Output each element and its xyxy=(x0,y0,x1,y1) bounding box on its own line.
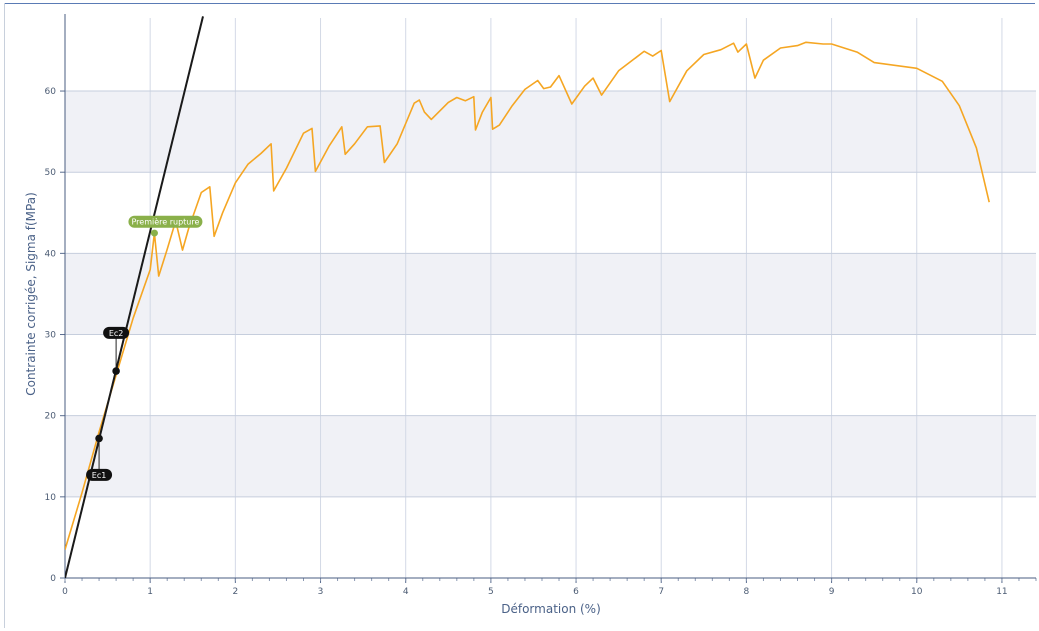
axes: 0 1 2 3 4 5 6 7 8 9 10 11 0 10 20 30 40 50 60 xyxy=(45,14,1037,597)
x-tick-label-0: 0 xyxy=(62,587,68,597)
y-tick-label-0: 0 xyxy=(50,574,56,584)
x-tick-label-7: 7 xyxy=(658,587,664,597)
marker-label-bg-1 xyxy=(103,326,130,339)
x-axis-title: Déformation (%) xyxy=(501,602,601,616)
x-tick-label-8: 8 xyxy=(744,587,750,597)
y-tick-label-30: 30 xyxy=(45,331,57,341)
marker-point-0 xyxy=(95,434,103,443)
marker-label-bg-0 xyxy=(86,468,113,481)
grid-band-1 xyxy=(65,253,1036,335)
left-border xyxy=(4,3,5,628)
x-tick-label-1: 1 xyxy=(147,587,153,597)
y-tick-label-60: 60 xyxy=(45,87,57,97)
grid-band-2 xyxy=(65,91,1036,173)
x-tick-label-10: 10 xyxy=(911,587,923,597)
top-border xyxy=(4,3,1035,4)
y-tick-label-40: 40 xyxy=(45,249,57,259)
grid-band-0 xyxy=(65,415,1036,497)
x-tick-label-5: 5 xyxy=(488,587,494,597)
marker-point-1 xyxy=(112,367,120,375)
y-tick-label-10: 10 xyxy=(45,493,57,503)
marker-label-2: Première rupture xyxy=(131,217,199,227)
marker-label-0: Ec1 xyxy=(92,471,107,480)
grid-bands xyxy=(65,91,1036,497)
x-tick-label-3: 3 xyxy=(318,587,324,597)
x-tick-label-2: 2 xyxy=(232,587,238,597)
x-tick-label-11: 11 xyxy=(996,587,1007,597)
x-tick-label-4: 4 xyxy=(403,587,409,597)
modulus-line xyxy=(65,16,204,578)
y-axis-title: Contrainte corrigée, Sigma f(MPa) xyxy=(24,192,38,396)
marker-label-1: Ec2 xyxy=(109,329,124,338)
grid-lines xyxy=(65,18,1036,578)
marker-point-2 xyxy=(150,229,158,237)
marker-label-bg-2 xyxy=(128,215,203,228)
chart-annotations: Ec1 Ec2 Première rupture xyxy=(86,215,203,481)
y-tick-label-20: 20 xyxy=(45,412,57,422)
x-tick-label-6: 6 xyxy=(573,587,579,597)
stress-curve xyxy=(65,41,990,550)
y-tick-label-50: 50 xyxy=(45,168,57,178)
data-series xyxy=(65,16,990,578)
x-tick-label-9: 9 xyxy=(829,587,835,597)
